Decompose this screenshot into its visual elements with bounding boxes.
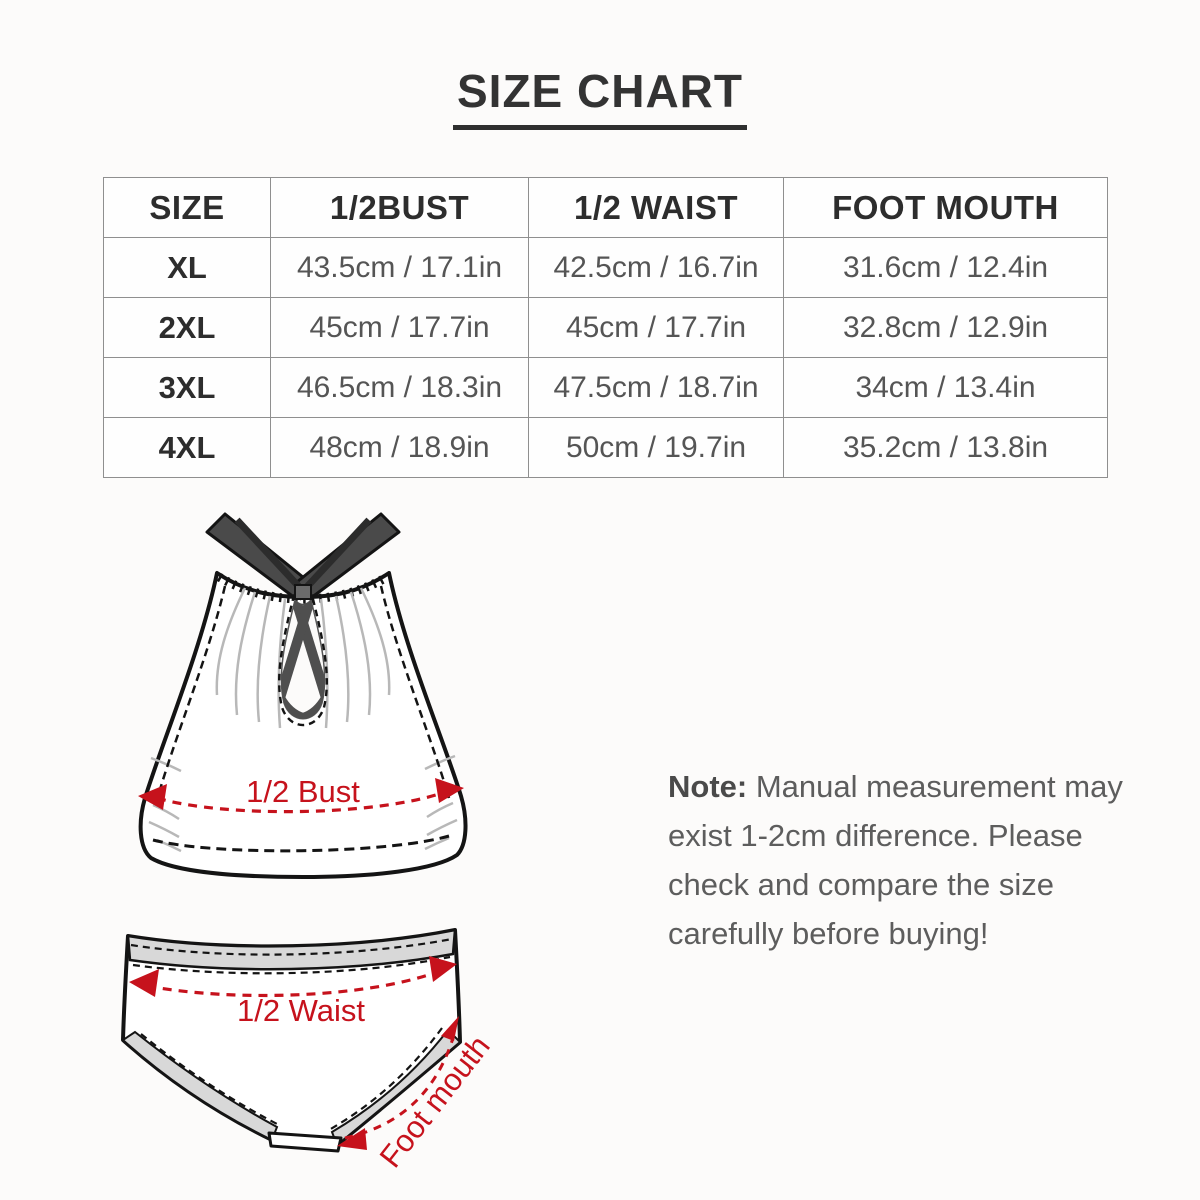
half-waist-cell: 45cm / 17.7in <box>528 297 784 358</box>
half-waist-cell: 50cm / 19.7in <box>528 417 784 478</box>
half-bust-label: 1/2 Bust <box>246 774 360 809</box>
size-cell: 2XL <box>103 297 271 358</box>
stitch-lines <box>130 937 453 1131</box>
bikini-measurement-diagram: 1/2 Bust 1/2 Waist <box>121 512 497 1174</box>
bust-arrow-right <box>435 778 464 803</box>
waist-arrow-left <box>129 969 159 997</box>
half-bust-cell: 43.5cm / 17.1in <box>270 237 529 298</box>
waist-arrow-right <box>429 956 457 982</box>
foot-mouth-arrow-lower <box>337 1128 367 1150</box>
title-wrap: SIZE CHART <box>0 64 1200 130</box>
col-header-foot-mouth: FOOT MOUTH <box>783 177 1108 238</box>
table-row: XL 43.5cm / 17.1in 42.5cm / 16.7in 31.6c… <box>103 237 1108 298</box>
table-row: 2XL 45cm / 17.7in 45cm / 17.7in 32.8cm /… <box>103 297 1108 358</box>
keyhole-cutout <box>277 584 329 727</box>
bikini-top-illustration: 1/2 Bust <box>138 512 468 879</box>
page-title: SIZE CHART <box>453 64 747 130</box>
note-label: Note: <box>668 769 748 804</box>
shoulder-straps <box>205 512 401 600</box>
table-row: 4XL 48cm / 18.9in 50cm / 19.7in 35.2cm /… <box>103 417 1108 478</box>
half-bust-measurement: 1/2 Bust <box>138 774 464 814</box>
col-header-half-bust: 1/2BUST <box>270 177 529 238</box>
size-cell: 4XL <box>103 417 271 478</box>
note-text: Note: Manual measurement may exist 1-2cm… <box>668 762 1130 958</box>
note-body: Manual measurement may exist 1-2cm diffe… <box>668 769 1123 951</box>
half-bust-cell: 45cm / 17.7in <box>270 297 529 358</box>
table-header-row: SIZE 1/2BUST 1/2 WAIST FOOT MOUTH <box>103 177 1108 238</box>
col-header-size: SIZE <box>103 177 271 238</box>
table-row: 3XL 46.5cm / 18.3in 47.5cm / 18.7in 34cm… <box>103 357 1108 418</box>
half-waist-cell: 47.5cm / 18.7in <box>528 357 784 418</box>
size-chart-table: SIZE 1/2BUST 1/2 WAIST FOOT MOUTH XL 43.… <box>103 177 1108 478</box>
half-waist-cell: 42.5cm / 16.7in <box>528 237 784 298</box>
col-header-half-waist: 1/2 WAIST <box>528 177 784 238</box>
half-waist-measurement: 1/2 Waist <box>129 956 457 1028</box>
foot-mouth-cell: 31.6cm / 12.4in <box>783 237 1108 298</box>
bikini-bottom-illustration: 1/2 Waist Foot mouth <box>121 928 497 1174</box>
foot-mouth-cell: 34cm / 13.4in <box>783 357 1108 418</box>
gather-wrinkles <box>148 587 458 853</box>
size-cell: 3XL <box>103 357 271 418</box>
foot-mouth-arrow-upper <box>441 1016 459 1041</box>
stitch-lines <box>152 585 451 853</box>
half-bust-cell: 48cm / 18.9in <box>270 417 529 478</box>
half-bust-cell: 46.5cm / 18.3in <box>270 357 529 418</box>
foot-mouth-cell: 32.8cm / 12.9in <box>783 297 1108 358</box>
bust-arrow-left <box>138 784 167 810</box>
foot-mouth-cell: 35.2cm / 13.8in <box>783 417 1108 478</box>
size-cell: XL <box>103 237 271 298</box>
half-waist-label: 1/2 Waist <box>237 993 365 1028</box>
